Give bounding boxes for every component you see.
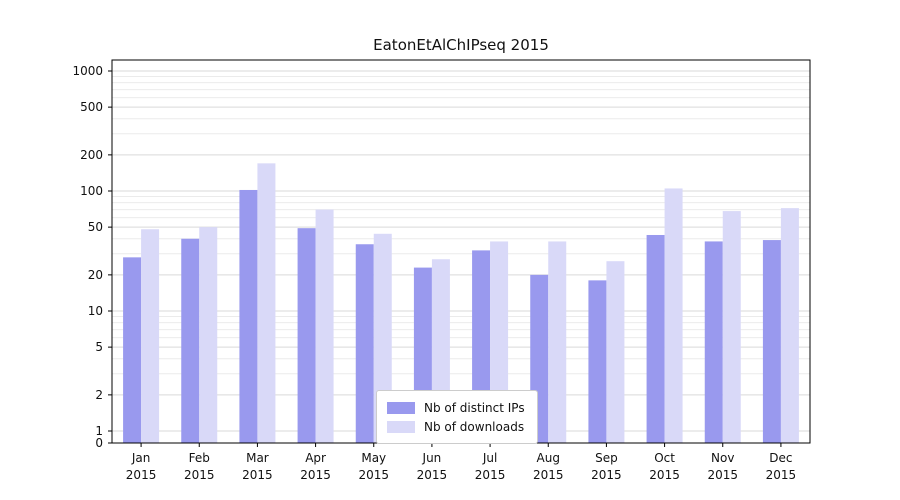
legend-label-distinct-ips: Nb of distinct IPs — [424, 400, 525, 415]
x-tick-label: Jul 2015 — [475, 451, 506, 482]
x-tick-label: Feb 2015 — [184, 451, 215, 482]
bar-downloads — [664, 188, 683, 443]
legend-label-downloads: Nb of downloads — [424, 419, 525, 434]
x-tick-label: Mar 2015 — [242, 451, 273, 482]
x-tick-label: Aug 2015 — [533, 451, 564, 482]
y-tick-label: 1 — [95, 424, 103, 438]
y-tick-label: 10 — [88, 304, 103, 318]
x-tick-label: Oct 2015 — [649, 451, 680, 482]
bar-downloads — [141, 229, 160, 443]
x-tick-label: Jan 2015 — [126, 451, 157, 482]
y-tick-label: 20 — [88, 268, 103, 282]
x-tick-label: Jun 2015 — [417, 451, 448, 482]
x-tick-label: Nov 2015 — [707, 451, 738, 482]
y-tick-label: 5 — [95, 340, 103, 354]
bar-distinct-ips — [762, 240, 781, 443]
bar-downloads — [606, 261, 625, 443]
bar-downloads — [199, 227, 218, 443]
bar-downloads — [780, 208, 799, 443]
y-tick-label: 0 — [95, 436, 103, 450]
legend-swatch-distinct-ips — [387, 401, 415, 414]
bar-distinct-ips — [355, 244, 374, 443]
legend-swatch-downloads — [387, 420, 415, 433]
y-tick-label: 200 — [80, 148, 103, 162]
x-tick-label: Dec 2015 — [766, 451, 797, 482]
bar-distinct-ips — [239, 189, 258, 443]
y-tick-label: 2 — [95, 388, 103, 402]
chart-title: EatonEtAlChIPseq 2015 — [373, 36, 549, 54]
bar-downloads — [548, 241, 567, 443]
legend: Nb of distinct IPs Nb of downloads — [376, 390, 538, 444]
y-tick-label: 500 — [80, 100, 103, 114]
x-tick-label: Sep 2015 — [591, 451, 622, 482]
legend-item-distinct-ips: Nb of distinct IPs — [387, 398, 525, 417]
bar-distinct-ips — [297, 228, 316, 443]
bar-distinct-ips — [588, 280, 607, 443]
legend-item-downloads: Nb of downloads — [387, 417, 525, 436]
y-tick-label: 100 — [80, 184, 103, 198]
bar-distinct-ips — [704, 241, 723, 443]
y-tick-label: 1000 — [72, 64, 103, 78]
y-tick-label: 50 — [88, 220, 103, 234]
bar-distinct-ips — [123, 257, 142, 443]
bar-distinct-ips — [181, 238, 200, 443]
bar-distinct-ips — [646, 234, 665, 443]
bar-downloads — [722, 211, 741, 443]
x-tick-label: Apr 2015 — [300, 451, 331, 482]
bar-downloads — [257, 163, 276, 443]
x-tick-label: May 2015 — [358, 451, 389, 482]
bar-downloads — [315, 209, 334, 443]
